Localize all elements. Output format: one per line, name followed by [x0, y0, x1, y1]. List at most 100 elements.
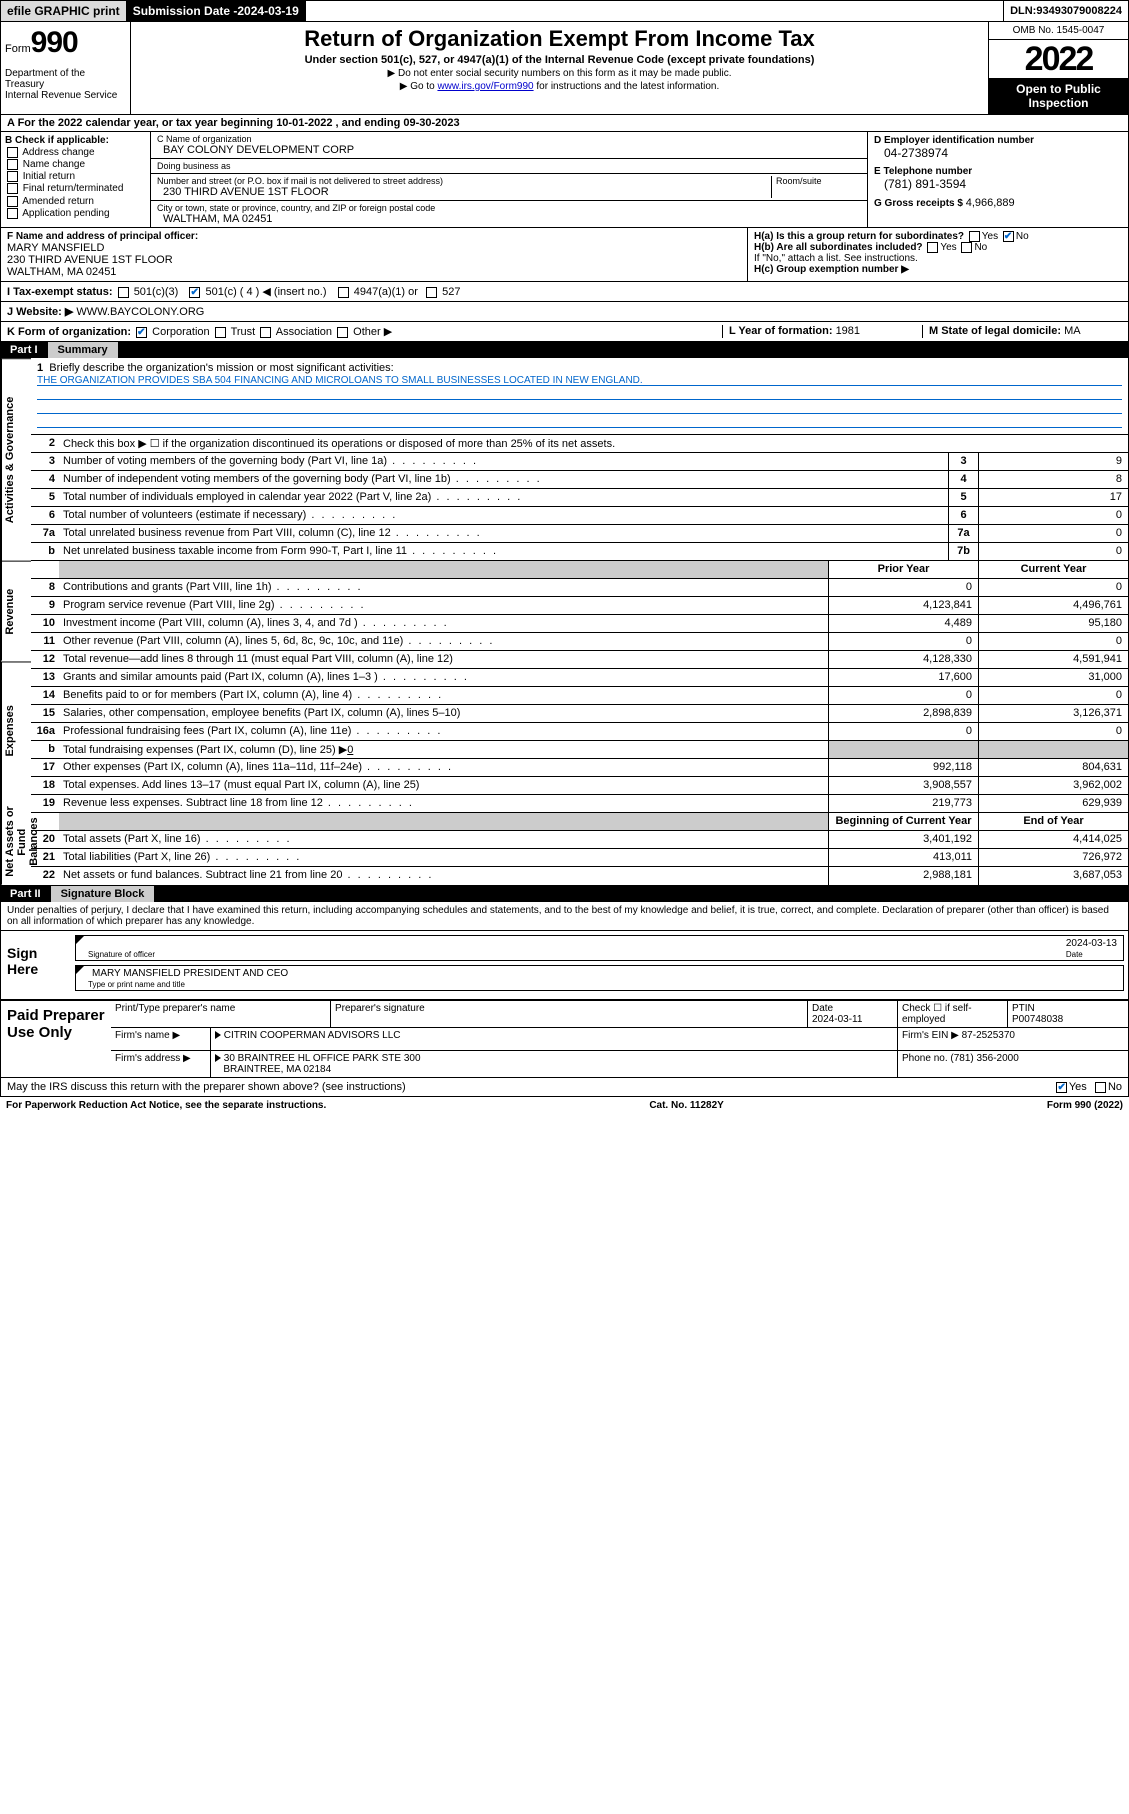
- hb-no: No: [974, 242, 987, 253]
- omb-number: OMB No. 1545-0047: [989, 22, 1128, 40]
- form-subtitle: Under section 501(c), 527, or 4947(a)(1)…: [139, 54, 980, 66]
- line7b: bNet unrelated business taxable income f…: [31, 543, 1128, 561]
- firm-phone-lab: Phone no.: [902, 1053, 948, 1064]
- c-city-cell: City or town, state or province, country…: [151, 201, 867, 227]
- open-public-badge: Open to Public Inspection: [989, 78, 1128, 114]
- j-label: J Website: ▶: [7, 306, 73, 318]
- summary-wrap: Activities & Governance Revenue Expenses…: [0, 358, 1129, 886]
- ha-no-chk[interactable]: [1003, 231, 1014, 242]
- form-note2: ▶ Go to www.irs.gov/Form990 for instruct…: [139, 81, 980, 92]
- footer-last: For Paperwork Reduction Act Notice, see …: [0, 1097, 1129, 1114]
- l11c: 0: [978, 633, 1128, 650]
- chk-name-change[interactable]: Name change: [5, 159, 146, 170]
- dept-label: Department of the Treasury Internal Reve…: [5, 60, 126, 101]
- sig-date-lab: Date: [1066, 950, 1083, 959]
- i-4947-chk[interactable]: [338, 287, 349, 298]
- phone-label: E Telephone number: [874, 166, 1122, 177]
- line7a-val: 0: [978, 525, 1128, 542]
- i-501c-chk[interactable]: [189, 287, 200, 298]
- note2-post: for instructions and the latest informat…: [536, 81, 719, 92]
- gross-value: 4,966,889: [966, 197, 1015, 209]
- dln-value: 93493079008224: [1036, 5, 1122, 17]
- k-form-org: K Form of organization: Corporation Trus…: [7, 325, 722, 338]
- chk-app-pending[interactable]: Application pending: [5, 208, 146, 219]
- col-d-right: D Employer identification number 04-2738…: [868, 132, 1128, 227]
- ha-yes-chk[interactable]: [969, 231, 980, 242]
- row-j-website: J Website: ▶ WWW.BAYCOLONY.ORG: [0, 302, 1129, 322]
- k-corp-chk[interactable]: [136, 327, 147, 338]
- vtab-col: Activities & Governance Revenue Expenses…: [1, 358, 31, 885]
- footer-discuss: May the IRS discuss this return with the…: [0, 1078, 1129, 1097]
- k-other-chk[interactable]: [337, 327, 348, 338]
- header-right: OMB No. 1545-0047 2022 Open to Public In…: [988, 22, 1128, 114]
- i-label: I Tax-exempt status:: [7, 286, 113, 298]
- line5-desc: Total number of individuals employed in …: [59, 489, 948, 506]
- line7b-val: 0: [978, 543, 1128, 560]
- l15p: 2,898,839: [828, 705, 978, 722]
- dln-label: DLN:: [1010, 5, 1036, 17]
- chk-name-label: Name change: [23, 159, 85, 170]
- f-officer: F Name and address of principal officer:…: [1, 228, 748, 281]
- form990-link[interactable]: www.irs.gov/Form990: [437, 81, 533, 92]
- l17p: 992,118: [828, 759, 978, 776]
- discuss-no-chk[interactable]: [1095, 1082, 1106, 1093]
- line7b-desc: Net unrelated business taxable income fr…: [59, 543, 948, 560]
- prep-check-lab[interactable]: Check ☐ if self-employed: [898, 1001, 1008, 1027]
- l20d: Total assets (Part X, line 16): [59, 831, 828, 848]
- l10p: 4,489: [828, 615, 978, 632]
- ptin-val: P00748038: [1012, 1014, 1063, 1025]
- line3-desc: Number of voting members of the governin…: [59, 453, 948, 470]
- hb-yes-chk[interactable]: [927, 242, 938, 253]
- l21c: 726,972: [978, 849, 1128, 866]
- net-header: Beginning of Current YearEnd of Year: [31, 813, 1128, 831]
- submission-date: 2024-03-19: [237, 4, 298, 18]
- part1-num: Part I: [0, 342, 48, 358]
- line2: 2Check this box ▶ ☐ if the organization …: [31, 435, 1128, 453]
- sig-officer-cell[interactable]: Signature of officer 2024-03-13Date: [75, 935, 1124, 961]
- i-501c3-chk[interactable]: [118, 287, 129, 298]
- chk-amended[interactable]: Amended return: [5, 196, 146, 207]
- topbar-spacer: [306, 1, 1004, 21]
- line16b: bTotal fundraising expenses (Part IX, co…: [31, 741, 1128, 759]
- prep-row2: Firm's name ▶ CITRIN COOPERMAN ADVISORS …: [111, 1028, 1128, 1051]
- line5: 5Total number of individuals employed in…: [31, 489, 1128, 507]
- hb-no-chk[interactable]: [961, 242, 972, 253]
- sig-name-cell: MARY MANSFIELD PRESIDENT AND CEO Type or…: [75, 965, 1124, 991]
- line15: 15Salaries, other compensation, employee…: [31, 705, 1128, 723]
- chk-final-return[interactable]: Final return/terminated: [5, 183, 146, 194]
- line6-desc: Total number of volunteers (estimate if …: [59, 507, 948, 524]
- arrow-icon: [215, 1054, 221, 1062]
- arrow-icon: [215, 1031, 221, 1039]
- i-501c3: 501(c)(3): [134, 286, 179, 298]
- k-trust-chk[interactable]: [215, 327, 226, 338]
- l22c: 3,687,053: [978, 867, 1128, 885]
- header-middle: Return of Organization Exempt From Incom…: [131, 22, 988, 114]
- vtab-revenue: Revenue: [1, 561, 31, 661]
- form-note1: ▶ Do not enter social security numbers o…: [139, 68, 980, 79]
- l13d: Grants and similar amounts paid (Part IX…: [59, 669, 828, 686]
- ha-yes: Yes: [982, 231, 998, 242]
- top-bar: efile GRAPHIC print Submission Date - 20…: [0, 0, 1129, 22]
- i-527-chk[interactable]: [426, 287, 437, 298]
- k-trust: Trust: [231, 326, 256, 338]
- f-label: F Name and address of principal officer:: [7, 231, 741, 242]
- l18d: Total expenses. Add lines 13–17 (must eq…: [59, 777, 828, 794]
- ein-label: D Employer identification number: [874, 135, 1122, 146]
- discuss-yes-chk[interactable]: [1056, 1082, 1067, 1093]
- sig-note: Under penalties of perjury, I declare th…: [0, 902, 1129, 931]
- line4: 4Number of independent voting members of…: [31, 471, 1128, 489]
- efile-button[interactable]: efile GRAPHIC print: [1, 1, 127, 21]
- k-assoc-chk[interactable]: [260, 327, 271, 338]
- org-name: BAY COLONY DEVELOPMENT CORP: [157, 144, 861, 156]
- l14p: 0: [828, 687, 978, 704]
- firm-ein: 87-2525370: [962, 1030, 1015, 1041]
- sign-here-block: Sign Here Signature of officer 2024-03-1…: [0, 931, 1129, 1000]
- submission-date-cell: Submission Date - 2024-03-19: [127, 1, 306, 21]
- chk-address-change[interactable]: Address change: [5, 147, 146, 158]
- chk-final-label: Final return/terminated: [23, 184, 124, 195]
- sig-date: 2024-03-13: [1066, 938, 1117, 949]
- k-assoc: Association: [276, 326, 332, 338]
- chk-initial-return[interactable]: Initial return: [5, 171, 146, 182]
- l8c: 0: [978, 579, 1128, 596]
- prep-title: Paid Preparer Use Only: [1, 1001, 111, 1077]
